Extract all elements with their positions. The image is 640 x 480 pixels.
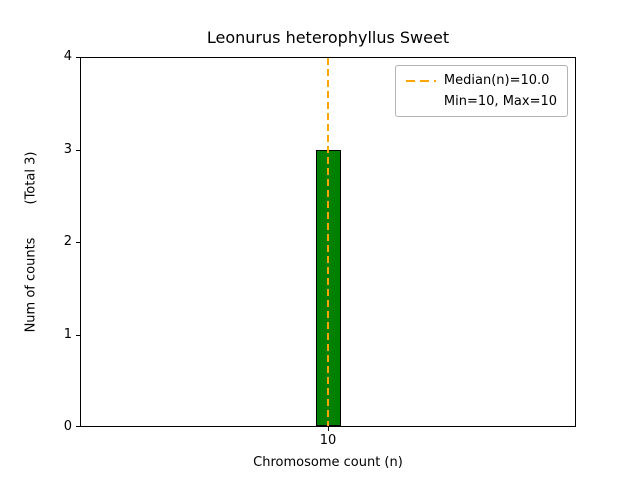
dashed-line-icon (405, 79, 436, 82)
legend-entry: Median(n)=10.0 (405, 73, 557, 88)
y-tick-label: 4 (63, 49, 72, 64)
y-tick-label: 0 (63, 419, 72, 434)
y-tick-mark (76, 57, 80, 58)
x-axis-label: Chromosome count (n) (253, 455, 403, 470)
y-tick-label: 2 (63, 234, 72, 249)
legend: Median(n)=10.0 Min=10, Max=10 (394, 65, 568, 117)
y-tick-label: 3 (63, 142, 72, 157)
y-tick-mark (76, 335, 80, 336)
y-tick-mark (76, 426, 80, 427)
legend-spacer (406, 101, 436, 103)
median-line (327, 58, 329, 426)
y-tick-label: 1 (63, 327, 72, 342)
x-tick-mark (328, 427, 329, 431)
plot-area: Median(n)=10.0 Min=10, Max=10 (80, 57, 576, 427)
legend-label: Median(n)=10.0 (443, 73, 550, 88)
y-axis-label: Num of counts (Total 3) (23, 151, 39, 333)
legend-label: Min=10, Max=10 (443, 94, 557, 109)
y-tick-mark (76, 150, 80, 151)
legend-entry: Min=10, Max=10 (406, 94, 557, 109)
y-tick-mark (76, 242, 80, 243)
chart-title: Leonurus heterophyllus Sweet (206, 28, 450, 47)
x-tick-label: 10 (319, 433, 337, 448)
